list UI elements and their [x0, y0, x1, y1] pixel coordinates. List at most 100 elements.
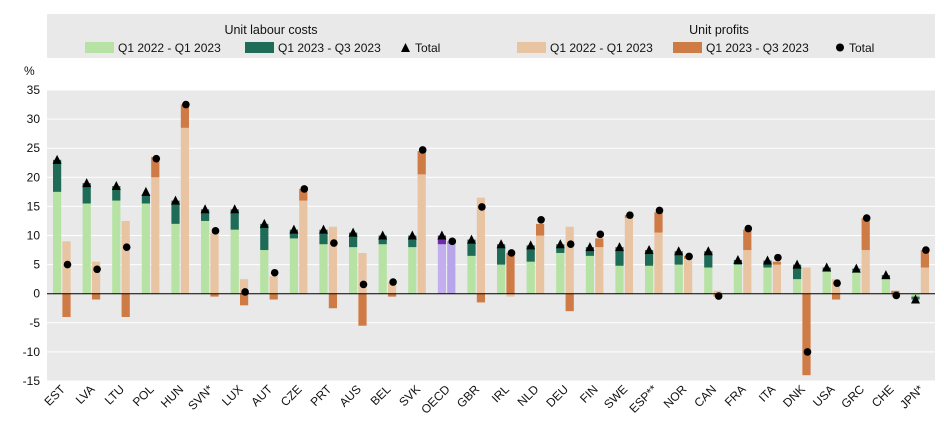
bar-labour-q1-2022 — [645, 265, 654, 294]
bar-labour-q1-2023 — [674, 251, 683, 265]
marker-labour-total — [111, 181, 121, 191]
marker-profits-total — [685, 252, 693, 261]
bar-profits-q1-2023 — [92, 293, 101, 300]
bar-labour-q1-2023 — [704, 251, 713, 268]
bar-labour-q1-2023 — [556, 244, 565, 253]
marker-labour-total — [496, 239, 506, 249]
marker-labour-total — [319, 224, 328, 234]
bar-labour-q1-2022 — [704, 267, 713, 294]
bar-profits-q1-2022 — [713, 290, 722, 294]
x-tick-label: ESP** — [626, 382, 660, 416]
x-tick-label: PRT — [308, 382, 335, 409]
y-tick-label: 25 — [27, 141, 41, 155]
marker-labour-total — [82, 178, 92, 188]
marker-profits-total — [152, 154, 161, 163]
x-tick-label: NLD — [515, 382, 542, 409]
bar-profits-q1-2023 — [388, 293, 397, 297]
legend-background — [47, 14, 935, 58]
marker-labour-total — [555, 239, 565, 249]
marker-labour-total — [733, 254, 743, 264]
marker-labour-total — [171, 195, 180, 205]
marker-labour-total — [703, 246, 713, 256]
legend-group-title-labour: Unit labour costs — [224, 23, 317, 37]
legend-label-labour-q1-2022: Q1 2022 - Q1 2023 — [118, 41, 221, 55]
bar-profits-q1-2022 — [743, 250, 752, 294]
marker-profits-total — [448, 237, 457, 246]
bar-labour-q1-2022 — [556, 252, 565, 294]
marker-labour-total — [289, 224, 299, 234]
marker-labour-total — [585, 242, 595, 252]
legend-swatch-labour-q1-2023 — [245, 42, 274, 53]
bar-labour-q1-2022 — [378, 244, 387, 294]
bar-profits-q1-2022 — [476, 197, 485, 294]
bar-labour-q1-2022 — [615, 265, 624, 294]
x-tick-label: HUN — [158, 382, 186, 410]
y-tick-label: 30 — [27, 112, 41, 126]
x-tick-label: GRC — [838, 382, 867, 411]
x-tick-label: AUT — [248, 382, 275, 409]
bar-profits-q1-2022 — [861, 250, 870, 294]
bar-labour-q1-2022 — [733, 264, 742, 294]
marker-profits-total — [63, 260, 72, 269]
bar-profits-q1-2023 — [476, 293, 485, 303]
y-tick-label: 10 — [27, 229, 41, 243]
y-tick-label: -10 — [23, 345, 41, 359]
marker-labour-total — [437, 230, 447, 240]
legend-group-title-profits: Unit profits — [689, 23, 749, 37]
bar-profits-q1-2022 — [92, 261, 101, 294]
x-tick-label: EST — [42, 382, 69, 409]
marker-profits-total — [507, 249, 516, 257]
bar-labour-q1-2023 — [141, 194, 150, 204]
x-tick-label: BEL — [368, 382, 394, 408]
bar-labour-q1-2022 — [171, 223, 180, 294]
bar-profits-q1-2023 — [802, 293, 811, 376]
bar-profits-q1-2022 — [654, 232, 663, 294]
marker-labour-total — [822, 262, 832, 272]
bar-profits-q1-2023 — [240, 293, 249, 306]
bar-profits-q1-2023 — [536, 223, 545, 236]
bar-labour-q1-2023 — [615, 247, 624, 266]
y-tick-label: 20 — [27, 170, 41, 184]
marker-labour-total — [200, 204, 210, 214]
bar-profits-q1-2023 — [299, 188, 308, 201]
bar-profits-q1-2023 — [358, 293, 367, 326]
legend-label-profits-q1-2022: Q1 2022 - Q1 2023 — [550, 41, 653, 55]
bar-profits-q1-2022 — [151, 177, 160, 294]
bar-profits-q1-2023 — [417, 151, 426, 175]
bar-profits-q1-2022 — [121, 220, 130, 294]
bar-labour-q1-2022 — [319, 244, 328, 294]
marker-labour-total — [141, 186, 151, 196]
bar-profits-q1-2022 — [417, 174, 426, 294]
markers — [52, 100, 930, 356]
x-tick-label: LUX — [219, 382, 245, 408]
legend-swatch-labour-q1-2022 — [85, 42, 114, 53]
y-axis-unit-label: % — [24, 64, 35, 78]
bar-profits-q1-2022 — [772, 264, 781, 294]
grid — [47, 89, 935, 382]
x-tick-label: OECD — [418, 382, 453, 417]
marker-profits-total — [300, 185, 309, 193]
bar-labour-q1-2023 — [201, 209, 210, 221]
bar-profits-q1-2023 — [328, 293, 337, 309]
marker-labour-total — [792, 259, 802, 269]
bar-profits-q1-2023 — [743, 229, 752, 251]
x-tick-label: FRA — [722, 382, 749, 409]
bar-profits-q1-2022 — [536, 235, 545, 294]
marker-labour-total — [911, 294, 920, 304]
y-tick-label: 0 — [33, 287, 40, 301]
bar-labour-q1-2023 — [467, 239, 476, 256]
bar-profits-q1-2022 — [358, 252, 367, 294]
bar-profits-q1-2023 — [772, 261, 781, 265]
bar-profits-q1-2023 — [151, 156, 160, 178]
bar-labour-q1-2022 — [763, 267, 772, 294]
legend-swatch-profits-q1-2022 — [517, 42, 546, 53]
marker-profits-total — [892, 291, 901, 300]
marker-labour-total — [467, 234, 476, 244]
bar-profits-q1-2023 — [210, 293, 219, 297]
bar-profits-q1-2023 — [62, 293, 71, 317]
x-tick-label: SWE — [601, 382, 630, 411]
bar-profits-q1-2023 — [506, 252, 515, 294]
bar-profits-q1-2022 — [447, 244, 456, 294]
